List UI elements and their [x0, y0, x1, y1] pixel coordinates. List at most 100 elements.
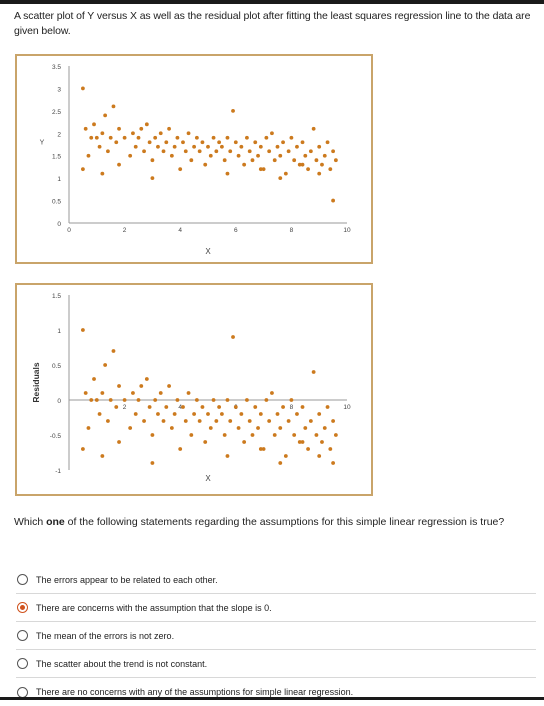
data-point: [333, 433, 338, 437]
intro-text: A scatter plot of Y versus X as well as …: [14, 10, 531, 37]
option-mean-errors[interactable]: The mean of the errors is not zero.: [16, 622, 536, 650]
data-point: [231, 108, 235, 113]
x-tick-label: 4: [178, 404, 182, 411]
data-point: [295, 144, 299, 149]
data-point: [164, 405, 169, 409]
data-point: [283, 454, 288, 458]
x-axis-label: X: [205, 247, 211, 256]
x-tick-label: 6: [234, 227, 238, 234]
data-point: [253, 140, 258, 145]
data-point: [122, 398, 127, 402]
data-point: [220, 412, 224, 416]
data-point: [322, 426, 327, 430]
data-point: [194, 398, 199, 402]
data-point: [228, 419, 233, 423]
data-point: [83, 391, 88, 395]
data-point: [183, 419, 188, 423]
data-point: [297, 440, 302, 444]
data-point: [314, 433, 319, 437]
data-point: [300, 162, 305, 167]
x-tick-label: 2: [123, 227, 127, 234]
data-point: [270, 131, 274, 136]
y-tick-label: 0.5: [52, 199, 61, 206]
radio-button-icon[interactable]: [17, 602, 28, 613]
data-point: [272, 158, 277, 163]
data-point: [161, 149, 166, 154]
data-point: [167, 126, 171, 131]
data-point: [144, 122, 149, 127]
y-tick-label: 1: [57, 176, 61, 183]
data-point: [106, 419, 110, 423]
option-scatter-not-constant[interactable]: The scatter about the trend is not const…: [16, 650, 536, 678]
data-point: [292, 158, 297, 163]
x-axis-label: X: [205, 474, 211, 483]
residual-plot-svg: -1-0.500.511.5246810XResiduals: [31, 293, 351, 483]
y-axis-label: Residuals: [31, 362, 41, 402]
data-point: [206, 144, 210, 149]
option-slope-zero[interactable]: There are concerns with the assumption t…: [16, 594, 536, 622]
data-point: [122, 135, 127, 140]
radio-button-icon[interactable]: [17, 574, 28, 585]
y-tick-label: 3: [57, 86, 61, 93]
data-point: [258, 412, 263, 416]
radio-button-icon[interactable]: [17, 630, 28, 641]
data-point: [317, 144, 322, 149]
data-point: [100, 171, 105, 176]
data-point: [258, 167, 263, 172]
data-point: [97, 144, 102, 149]
y-tick-label: 1.5: [52, 154, 61, 161]
y-axis-label: Y: [40, 140, 45, 147]
data-point: [267, 149, 272, 154]
data-point: [300, 405, 305, 409]
data-point: [139, 126, 144, 131]
data-point: [233, 140, 238, 145]
y-tick-label: 0.5: [52, 363, 61, 370]
data-point: [81, 328, 85, 332]
radio-button-icon[interactable]: [17, 658, 28, 669]
data-point: [203, 440, 208, 444]
data-point: [117, 384, 121, 388]
data-point: [303, 426, 308, 430]
option-no-concerns[interactable]: There are no concerns with any of the as…: [16, 678, 536, 706]
data-point: [103, 113, 108, 118]
data-point: [300, 140, 305, 145]
data-point: [270, 391, 274, 395]
data-point: [100, 454, 105, 458]
bottom-divider: [0, 697, 544, 700]
option-label: There are no concerns with any of the as…: [36, 687, 354, 697]
data-point: [289, 135, 294, 140]
data-point: [89, 398, 94, 402]
data-point: [267, 419, 272, 423]
data-point: [131, 391, 135, 395]
data-point: [331, 461, 335, 465]
data-point: [144, 377, 149, 381]
data-point: [231, 335, 235, 339]
x-tick-label: 10: [343, 227, 351, 234]
data-point: [150, 176, 155, 181]
data-point: [225, 454, 230, 458]
data-point: [83, 126, 88, 131]
data-point: [320, 440, 324, 444]
data-point: [172, 412, 177, 416]
data-point: [286, 419, 291, 423]
data-point: [250, 433, 255, 437]
data-point: [322, 153, 327, 158]
data-point: [192, 144, 197, 149]
y-tick-label: -1: [55, 468, 61, 475]
scatter-plot-y-vs-x: 0 0.5 1 1.5 2 2.5 3 3.5 0 2 4 6 8 10 X Y: [15, 54, 373, 264]
data-point: [206, 412, 210, 416]
data-point: [261, 167, 266, 172]
data-point: [311, 126, 316, 131]
data-point: [169, 426, 174, 430]
data-point: [142, 149, 146, 154]
data-point: [81, 447, 85, 451]
radio-button-icon[interactable]: [17, 686, 28, 698]
data-point: [278, 426, 283, 430]
data-point: [183, 149, 188, 154]
option-errors-related[interactable]: The errors appear to be related to each …: [16, 566, 536, 594]
data-point: [297, 162, 302, 167]
data-point: [117, 162, 121, 167]
data-point: [92, 122, 96, 127]
data-point: [136, 398, 141, 402]
data-point: [317, 454, 322, 458]
